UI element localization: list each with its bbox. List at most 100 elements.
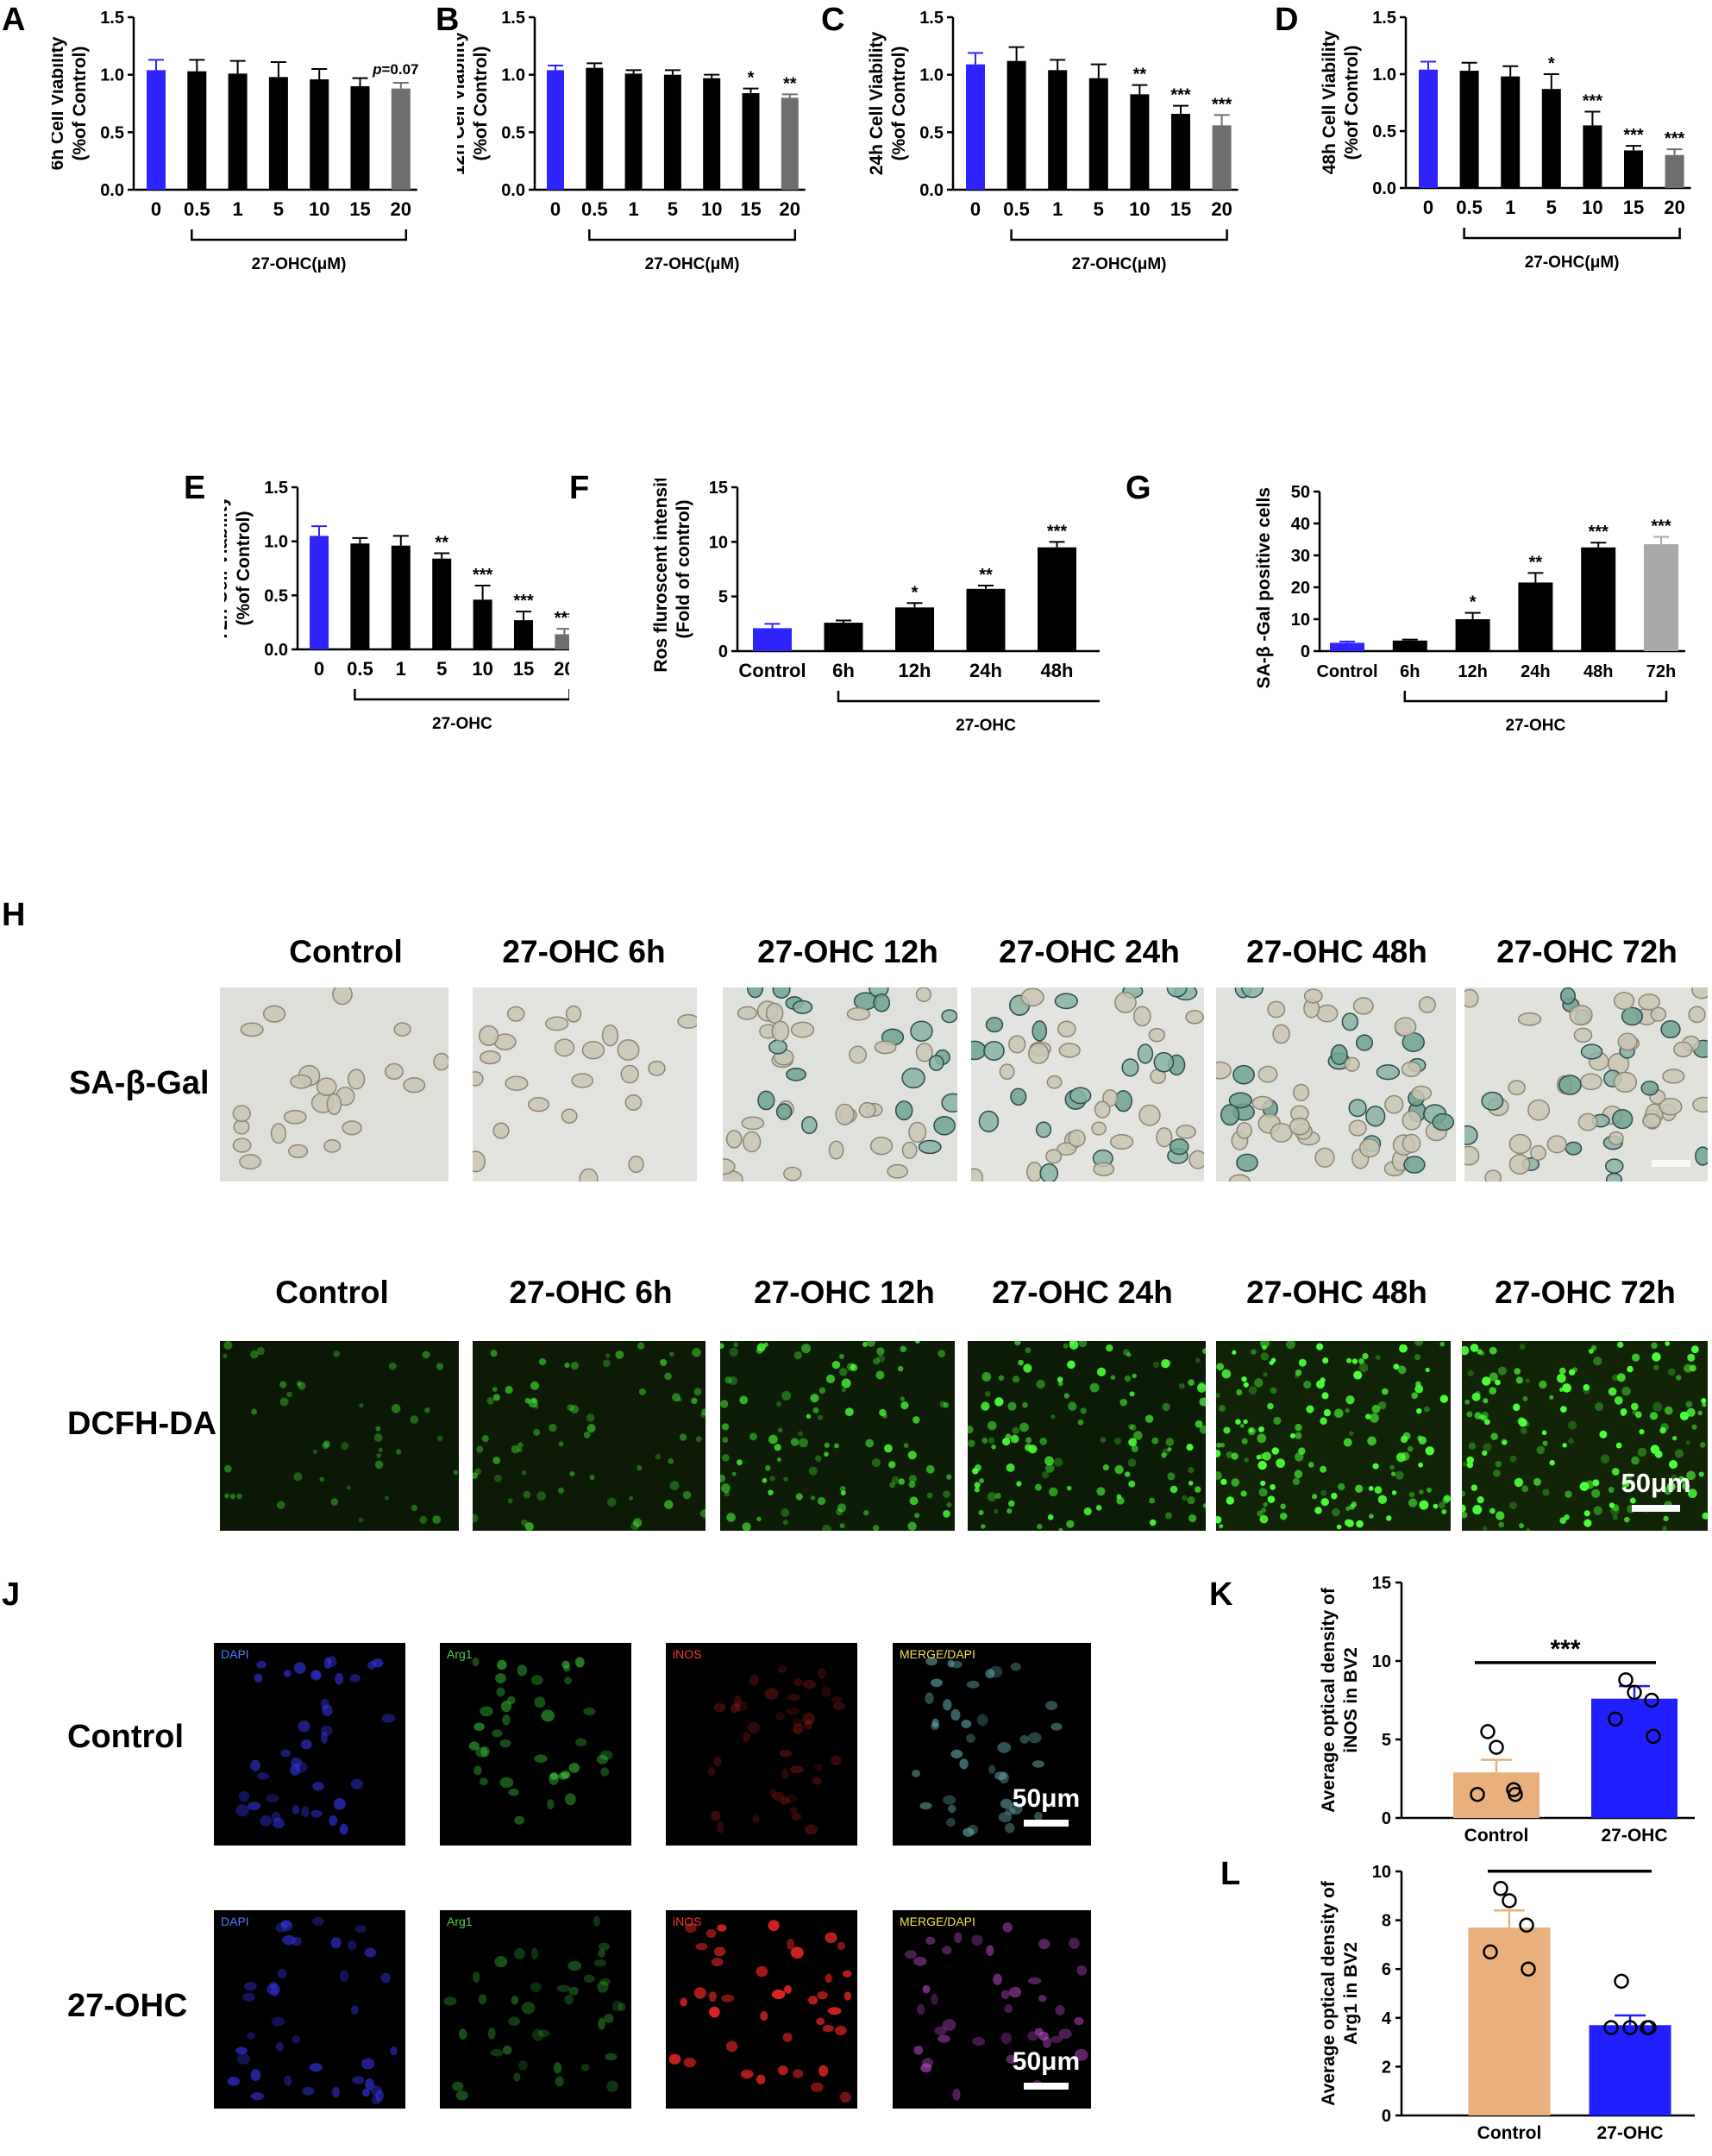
fluorescent-cell [1345, 1506, 1351, 1512]
scale-bar [1024, 2083, 1069, 2090]
dcfh-image-control [220, 1341, 459, 1531]
fluorescent-cell [256, 1346, 265, 1356]
fluorescent-cell [1186, 1444, 1194, 1451]
cell [1102, 1089, 1119, 1107]
fluorescent-cell [1010, 1434, 1019, 1444]
fluorescent-cell [1144, 1414, 1154, 1423]
fluorescent-cell [1025, 1347, 1032, 1354]
fluorescent-cell [1187, 1496, 1195, 1505]
cell [1341, 1012, 1359, 1031]
significance-g: *** [1589, 523, 1609, 542]
bar-e-1 [391, 545, 411, 649]
fluorescent-cell [1276, 1458, 1286, 1469]
cell [1464, 1145, 1480, 1166]
cell [1659, 1097, 1683, 1116]
nucleus [350, 2005, 359, 2015]
nucleus [580, 2064, 590, 2071]
data-point-l [1622, 2020, 1638, 2035]
significance-b: ** [783, 74, 797, 93]
cell [1638, 993, 1661, 1011]
nucleus [284, 2075, 292, 2086]
fluorescent-cell [1263, 1372, 1268, 1377]
fluorescent-cell [774, 1444, 781, 1451]
nucleus [361, 2058, 375, 2070]
fluorescent-cell [1375, 1354, 1381, 1361]
cell [1229, 1174, 1251, 1181]
dcfh-image-12h [720, 1341, 955, 1531]
cell [873, 993, 891, 1012]
cell [725, 1130, 743, 1149]
nucleus [339, 1970, 349, 1983]
nucleus [747, 1721, 761, 1733]
nucleus [1005, 1822, 1015, 1833]
nucleus [537, 2029, 550, 2038]
fluorescent-cell [672, 1393, 680, 1402]
fluorescent-cell [1126, 1352, 1132, 1357]
nucleus [787, 1694, 800, 1702]
fluorescent-cell [655, 1453, 662, 1460]
if-control-merge: MERGE/DAPI 50μm [893, 1643, 1091, 1846]
nucleus [1027, 1732, 1042, 1744]
significance-c: ** [1133, 66, 1147, 85]
cell [323, 1138, 342, 1153]
y-axis-label-d: 48h Cell Viability (%of Control) [1320, 30, 1362, 174]
nucleus [1034, 2028, 1044, 2036]
cell [601, 1024, 619, 1047]
cell [792, 1000, 813, 1014]
nucleus [291, 1757, 302, 1768]
fluorescent-cell [1502, 1440, 1508, 1445]
fluorescent-cell [530, 1381, 540, 1390]
bar-c-20 [1212, 125, 1232, 190]
nucleus [1010, 1662, 1021, 1671]
fluorescent-cell [1124, 1375, 1132, 1382]
nucleus [618, 2002, 626, 2012]
nucleus [760, 2011, 768, 2021]
x-tick-label-d: 0.5 [1456, 197, 1483, 218]
fluorescent-cell [1271, 1447, 1279, 1455]
fluorescent-cell [1128, 1424, 1134, 1430]
y-tick-label-d: 1.0 [1372, 66, 1396, 85]
fluorescent-cell [1399, 1344, 1408, 1353]
cell [1604, 1158, 1624, 1174]
fluorescent-cell [323, 1440, 331, 1448]
x-axis-label-b: 27-OHC(μM) [645, 255, 740, 273]
fluorescent-cell [668, 1458, 674, 1464]
cell [1057, 1020, 1076, 1038]
bar-d-15 [1624, 150, 1643, 188]
fluorescent-cell [781, 1508, 790, 1517]
fluorescent-cell [1025, 1437, 1032, 1444]
fluorescent-cell [810, 1495, 816, 1501]
nucleus [1058, 2028, 1072, 2039]
scale-bar-label: 50μm [1013, 1784, 1080, 1813]
y-tick-label-d: 0.0 [1372, 179, 1396, 198]
fluorescent-cell [1244, 1457, 1249, 1463]
fluorescent-cell [1539, 1380, 1547, 1389]
nucleus [717, 1924, 727, 1932]
nucleus [547, 1799, 555, 1810]
fluorescent-cell [1468, 1442, 1477, 1451]
nucleus [248, 1802, 261, 1811]
nucleus [1042, 2036, 1051, 2049]
fluorescent-cell [1067, 1360, 1075, 1369]
bar-e-10 [473, 599, 492, 649]
nucleus [375, 2090, 384, 2102]
fluorescent-cell [1490, 1432, 1498, 1440]
fluorescent-cell [511, 1445, 520, 1454]
bar-k-Control [1453, 1772, 1540, 1818]
nucleus [768, 1920, 780, 1932]
fluorescent-cell [1110, 1375, 1116, 1380]
fluorescent-cell [1471, 1392, 1481, 1401]
annotation-part: p [372, 61, 381, 78]
data-point-k [1618, 1672, 1634, 1688]
nucleus [530, 1982, 542, 1992]
fluorescent-cell [1377, 1495, 1388, 1505]
cell [746, 987, 764, 999]
nucleus [825, 1973, 832, 1984]
x-tick-label-d: 15 [1623, 197, 1644, 218]
fluorescent-cell [1216, 1442, 1222, 1448]
bar-a-0.5 [187, 71, 207, 191]
fluorescent-cell [821, 1525, 831, 1531]
fluorescent-cell [1411, 1392, 1419, 1400]
fluorescent-cell [742, 1522, 751, 1531]
fluorescent-cell [1149, 1497, 1155, 1504]
